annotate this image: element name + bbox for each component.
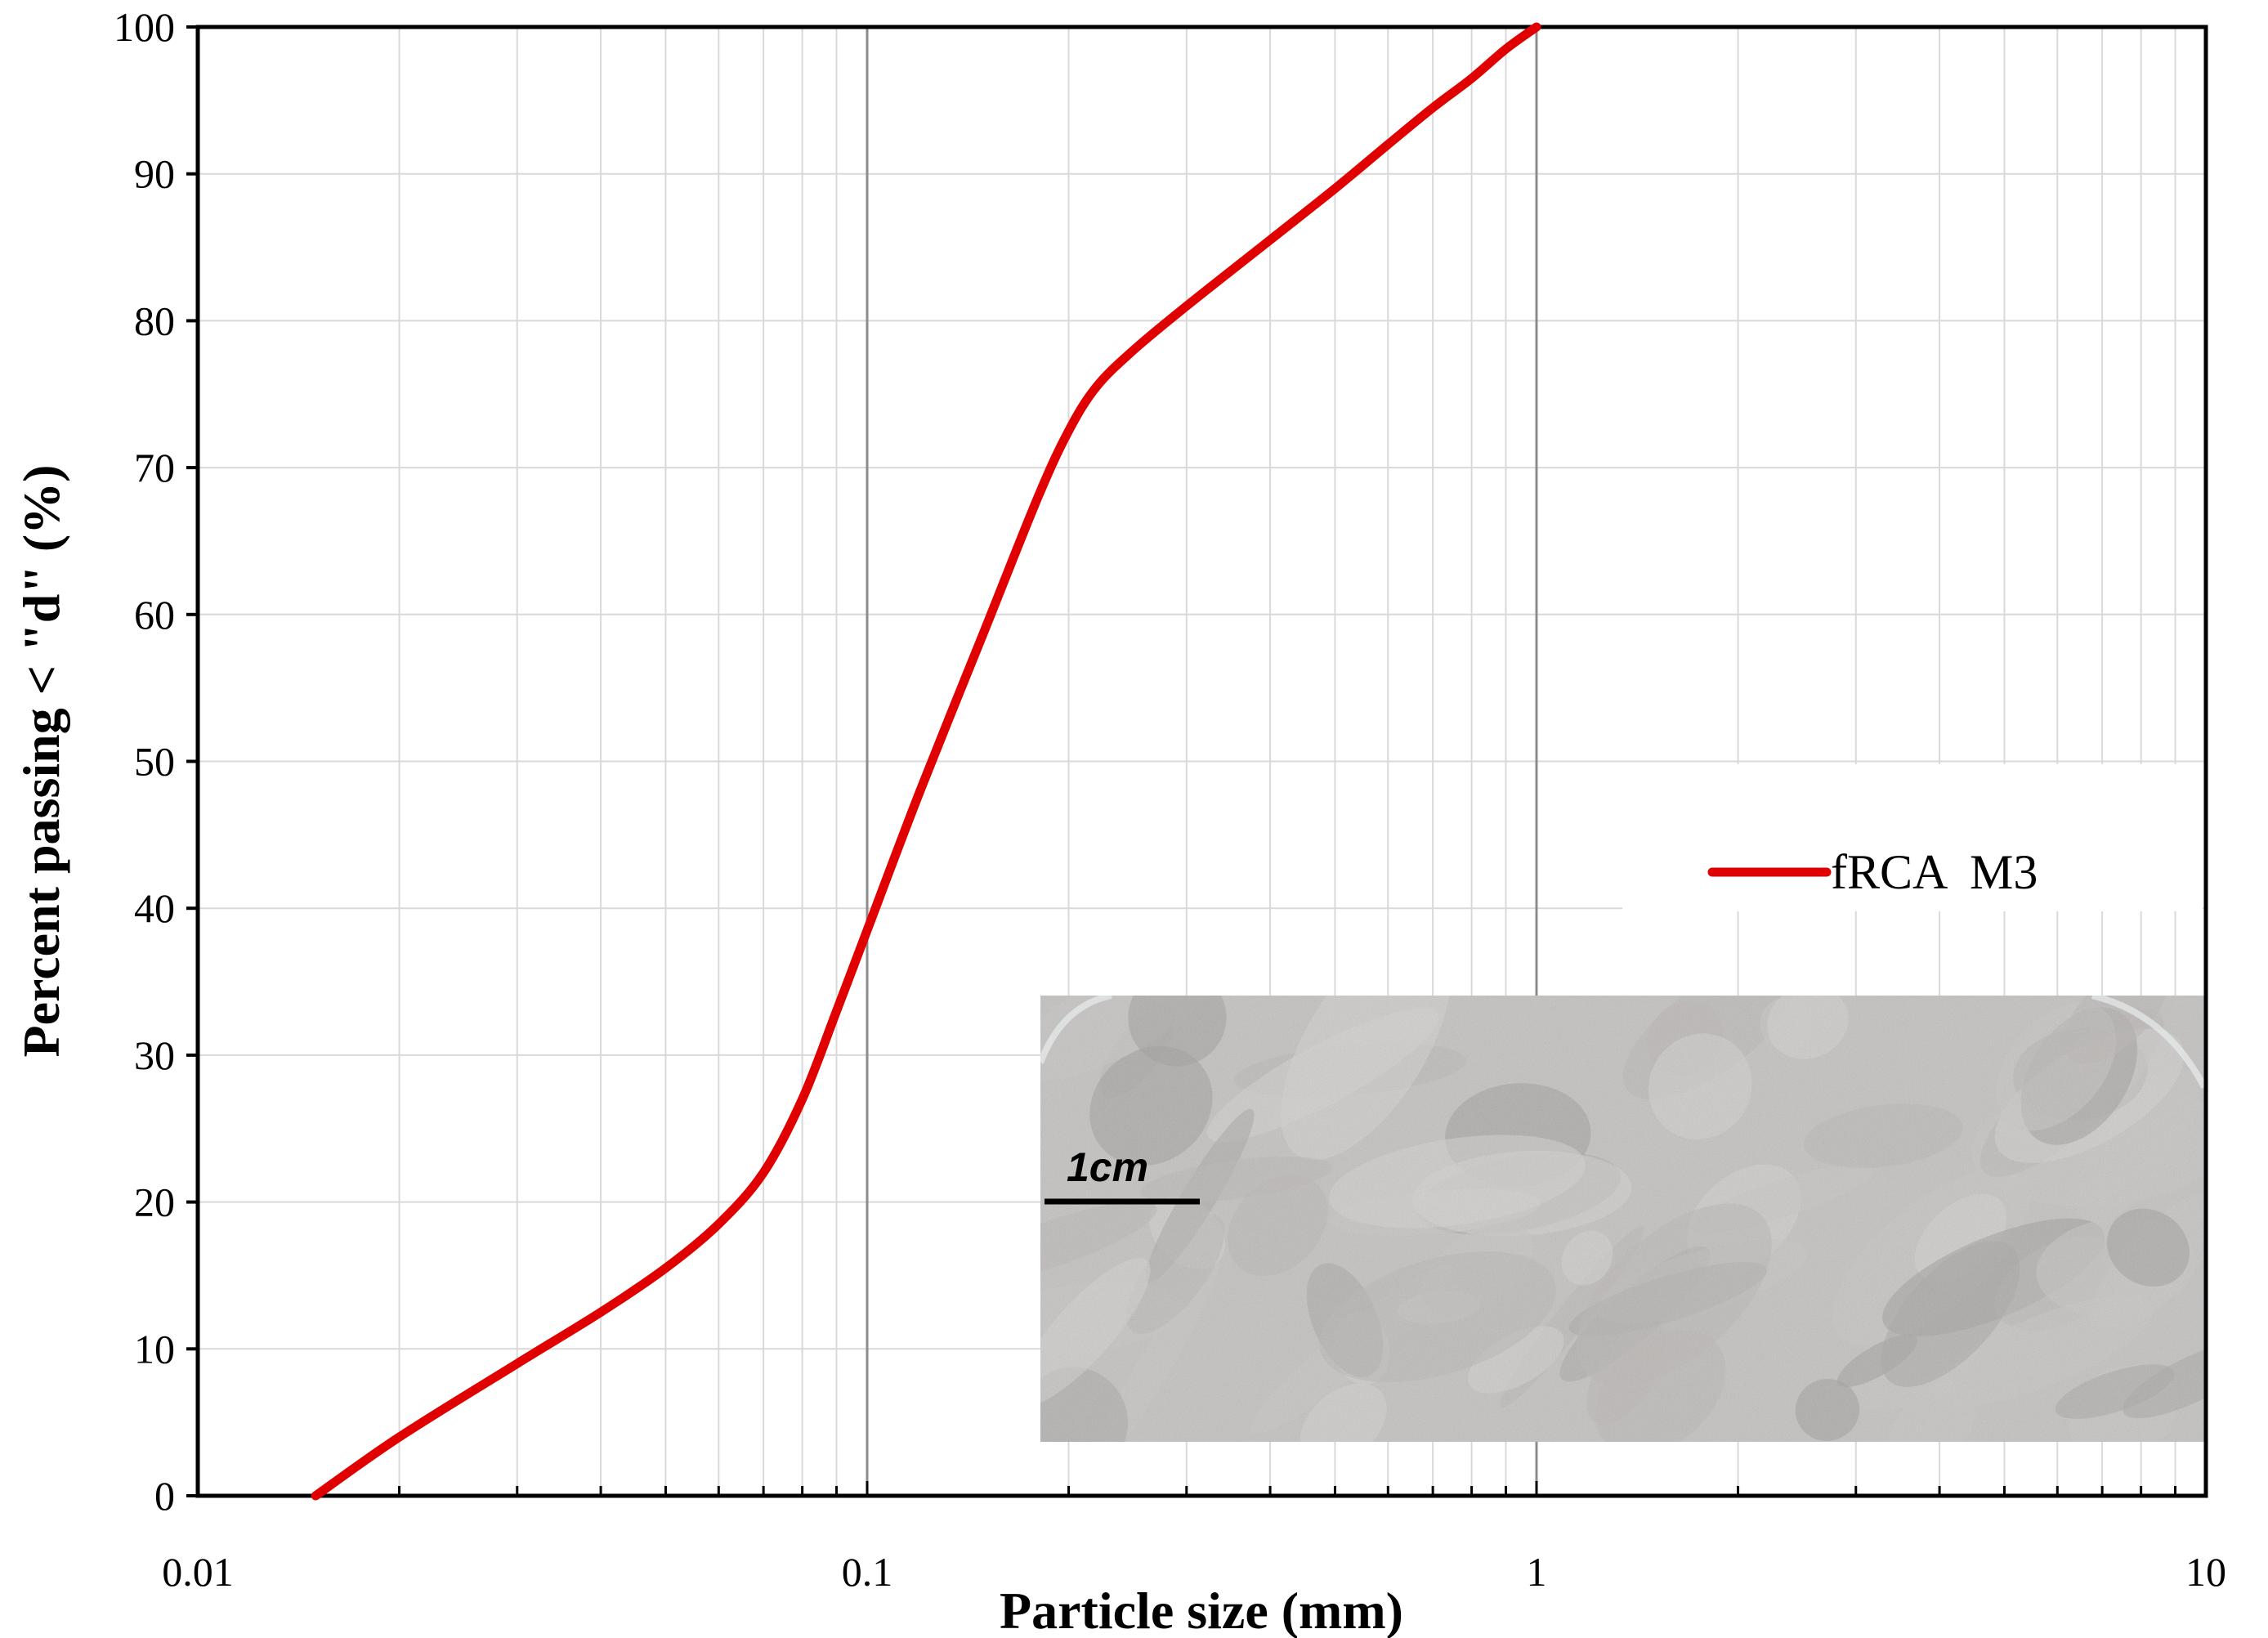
y-tick-label: 40 [134, 885, 175, 931]
y-tick-label: 100 [114, 4, 175, 50]
y-tick-labels: 0 10 20 30 40 50 60 70 80 90 100 [114, 4, 175, 1519]
axis-ticks [186, 25, 2177, 1497]
aggregate-photo-inset [1040, 996, 2204, 1442]
y-axis-title: Percent passing < "d" (%) [12, 465, 70, 1058]
x-tick-label: 10 [2185, 1549, 2226, 1595]
legend-label: fRCA M3 [1831, 845, 2038, 899]
y-tick-label: 60 [134, 592, 175, 638]
y-tick-label: 20 [134, 1179, 175, 1225]
x-tick-label: 0.01 [162, 1549, 234, 1595]
y-tick-label: 90 [134, 151, 175, 197]
x-tick-labels: 0.01 0.1 1 10 [162, 1549, 2226, 1595]
legend-box [1622, 764, 2203, 911]
y-tick-label: 70 [134, 445, 175, 490]
y-tick-label: 50 [134, 739, 175, 785]
x-tick-label: 0.1 [842, 1549, 893, 1595]
y-tick-label: 30 [134, 1032, 175, 1078]
y-tick-label: 10 [134, 1326, 175, 1372]
y-tick-label: 0 [154, 1473, 175, 1519]
series-line-frca-m3 [311, 22, 1541, 1501]
y-tick-label: 80 [134, 298, 175, 343]
x-tick-label: 1 [1527, 1549, 1547, 1595]
scale-bar-label: 1cm [1067, 1144, 1148, 1190]
x-axis-title: Particle size (mm) [1000, 1582, 1403, 1638]
